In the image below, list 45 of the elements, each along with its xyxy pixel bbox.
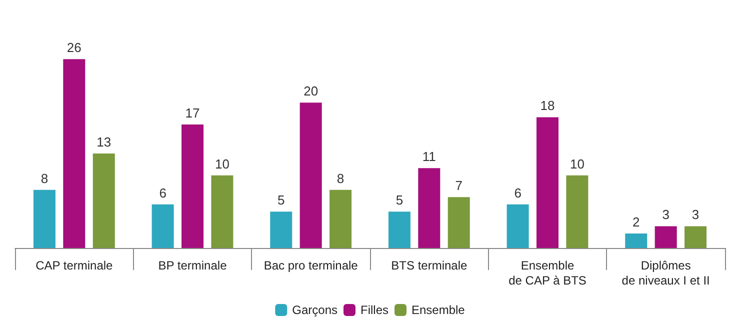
bar xyxy=(536,117,558,248)
data-label: 26 xyxy=(66,40,82,56)
x-tick-label: Bac pro terminale xyxy=(264,258,358,272)
bar xyxy=(270,212,292,248)
x-tick-label: BTS terminale xyxy=(391,258,468,272)
data-label: 5 xyxy=(278,192,285,208)
data-label: 6 xyxy=(159,185,166,200)
bar xyxy=(625,233,648,248)
data-label: 7 xyxy=(455,178,462,194)
bar xyxy=(654,226,677,248)
data-label: 20 xyxy=(304,84,318,99)
bar xyxy=(566,175,588,248)
data-label: 6 xyxy=(514,185,522,200)
data-label: 5 xyxy=(396,192,404,208)
bar xyxy=(448,197,470,248)
bar xyxy=(152,204,174,248)
bar xyxy=(182,124,204,248)
legend-label: Garçons xyxy=(292,303,338,317)
bar xyxy=(418,168,440,248)
bar xyxy=(388,212,410,248)
legend-label: Ensemble xyxy=(411,303,466,317)
data-label: 11 xyxy=(422,149,436,164)
data-label: 2 xyxy=(632,214,640,230)
bar xyxy=(92,154,115,248)
bar xyxy=(506,204,529,248)
data-label: 3 xyxy=(662,207,670,222)
bar xyxy=(33,190,56,248)
data-label: 17 xyxy=(185,105,200,120)
data-label: 10 xyxy=(570,156,584,172)
x-tick-label: BP terminale xyxy=(158,258,228,272)
x-tick-label: CAP terminale xyxy=(36,258,114,272)
bar xyxy=(330,190,352,248)
data-label: 3 xyxy=(692,207,700,222)
bar xyxy=(211,175,234,248)
bar xyxy=(300,102,322,248)
x-tick-label: Diplômes de niveaux I et II xyxy=(622,258,710,288)
bar xyxy=(63,59,86,248)
legend-label: Filles xyxy=(360,303,389,317)
data-label: 8 xyxy=(40,170,48,186)
x-tick-label: Ensemble de CAP à BTS xyxy=(508,258,586,288)
data-label: 13 xyxy=(96,134,112,150)
data-label: 10 xyxy=(214,156,230,172)
bar xyxy=(684,226,707,248)
data-label: 18 xyxy=(540,98,555,114)
data-label: 8 xyxy=(336,170,344,186)
